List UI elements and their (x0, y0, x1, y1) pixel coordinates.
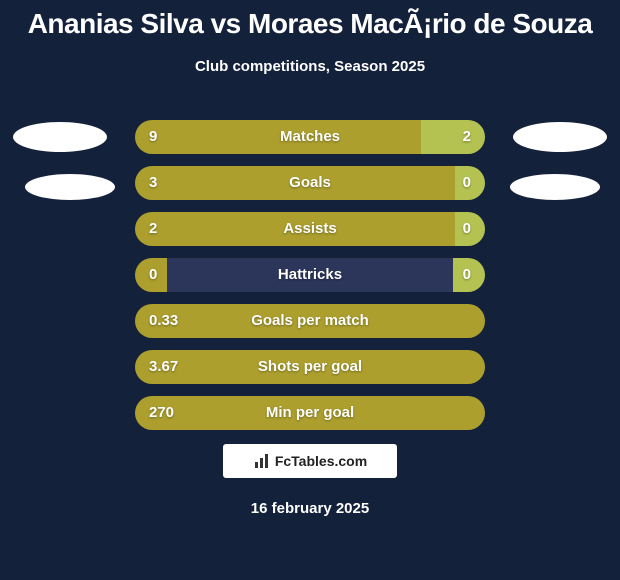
stat-row: 0.33Goals per match (135, 304, 485, 338)
player-right-avatar-top (513, 122, 607, 152)
player-left-avatar-bot (25, 174, 115, 200)
stat-row: 30Goals (135, 166, 485, 200)
player-left-avatar-top (13, 122, 107, 152)
stat-label: Matches (135, 120, 485, 154)
stat-rows: 92Matches 30Goals 20Assists 00Hattricks 0.33… (135, 120, 485, 442)
bars-icon (253, 452, 271, 470)
subtitle: Club competitions, Season 2025 (0, 58, 620, 75)
stat-label: Hattricks (135, 258, 485, 292)
stat-label: Shots per goal (135, 350, 485, 384)
stat-label: Goals (135, 166, 485, 200)
player-right-avatar-bot (510, 174, 600, 200)
stat-row: 20Assists (135, 212, 485, 246)
date-text: 16 february 2025 (0, 500, 620, 517)
stat-label: Goals per match (135, 304, 485, 338)
stat-row: 00Hattricks (135, 258, 485, 292)
stat-label: Min per goal (135, 396, 485, 430)
fctables-logo: FcTables.com (223, 444, 397, 478)
stat-label: Assists (135, 212, 485, 246)
logo-text: FcTables.com (275, 453, 367, 469)
stat-row: 3.67Shots per goal (135, 350, 485, 384)
stat-row: 92Matches (135, 120, 485, 154)
page-title: Ananias Silva vs Moraes MacÃ¡rio de Souz… (0, 0, 620, 40)
stat-row: 270Min per goal (135, 396, 485, 430)
